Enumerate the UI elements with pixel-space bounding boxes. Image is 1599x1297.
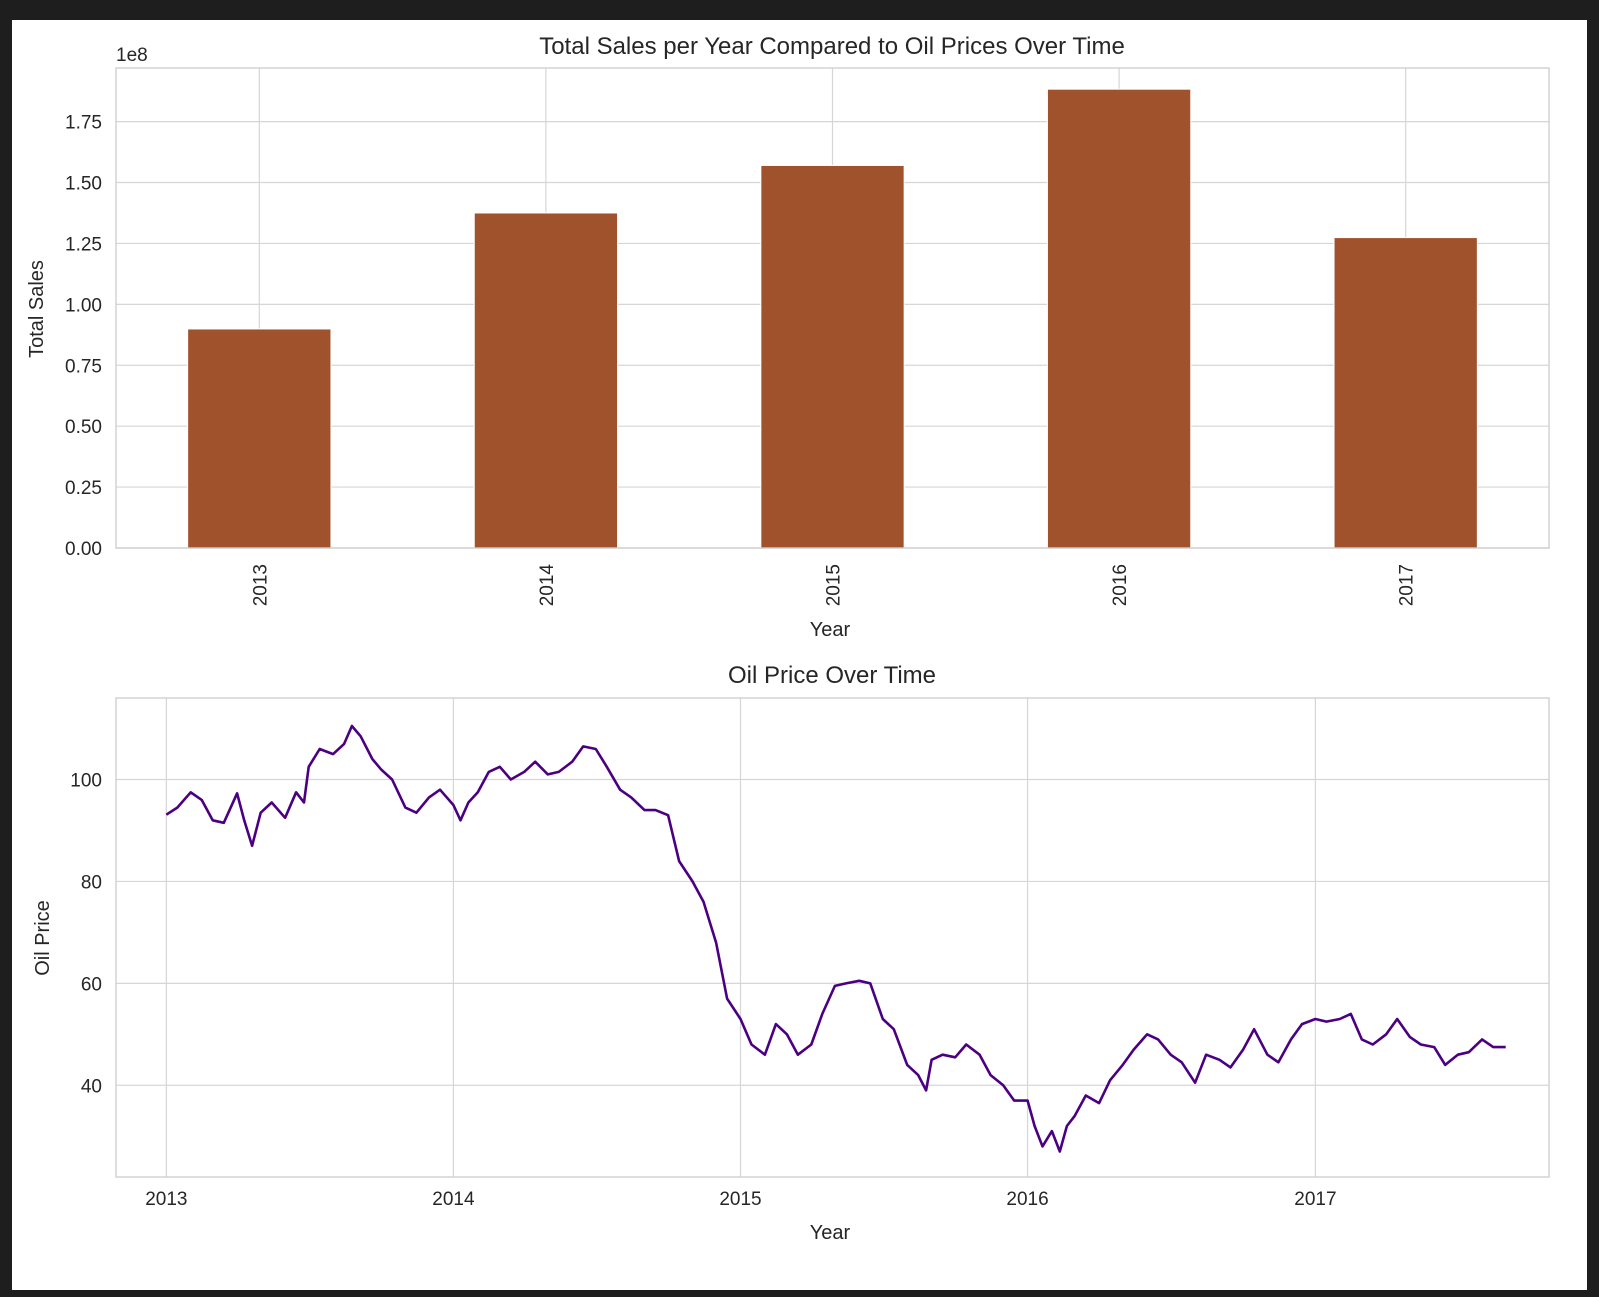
bar-2014 [473,212,619,549]
bar-chart-panel: 0.000.250.500.751.001.251.501.75 2013 201… [26,33,1550,641]
line-y-axis-label: Oil Price [32,900,54,976]
line-x-tick-label: 2015 [719,1189,761,1210]
bar-y-ticks: 0.00 0.25 0.50 0.75 1.00 1.25 1.50 1.75 [65,113,102,560]
bar-x-tick-label: 2017 [1397,564,1418,606]
line-y-tick-label: 80 [81,872,102,893]
bar-x-tick-label: 2015 [824,564,845,606]
line-x-tick-label: 2013 [145,1189,187,1210]
line-y-tick-label: 60 [81,974,102,995]
line-x-tick-label: 2016 [1006,1189,1048,1210]
line-x-tick-label: 2014 [432,1189,475,1210]
line-y-tick-label: 40 [81,1076,102,1097]
bar-2017 [1333,237,1478,549]
line-y-tick-label: 100 [70,771,102,792]
line-axes-frame [115,697,1550,1178]
bar-y-tick-label: 0.50 [65,417,102,438]
bar-y-tick-label: 1.75 [65,113,102,134]
figure: 0.00 0.25 0.50 0.75 1.00 1.25 1.50 1.75 2013 201… [12,20,1587,1290]
bar-y-offset-label: 1e8 [116,45,148,66]
line-grid [116,698,1549,1177]
bar-x-ticks: 2013 2014 2015 2016 2017 [250,564,1417,607]
bar-y-tick-label: 1.25 [65,234,102,255]
bar-y-tick-label: 0.75 [65,356,102,377]
bar-y-tick-label: 0.25 [65,478,102,499]
line-x-ticks: 2013 2014 2015 2016 2017 [145,1189,1336,1210]
line-chart-title: Oil Price Over Time [728,662,936,689]
bar-axes-frame [115,67,1550,549]
oil-price-line [165,724,1506,1153]
chart-canvas: 0.000.250.500.751.001.251.501.75 2013 201… [26,33,1550,1244]
bar-y-axis-label: Total Sales [26,260,48,358]
line-chart-panel: 40 60 80 100 2013 2014 2015 2016 2017 Oil Price… [32,662,1550,1244]
bar-y-tick-label: 1.00 [65,295,102,316]
bar-y-tick-label: 0.00 [65,539,102,560]
bar-2016 [1046,88,1192,549]
line-x-tick-label: 2017 [1294,1189,1336,1210]
bar-y-tick-label: 1.50 [65,174,102,195]
bar-x-axis-label: Year [810,619,851,641]
bar-x-tick-label: 2013 [250,564,271,606]
line-y-ticks: 40 60 80 100 [70,771,102,1098]
bar-2013 [187,328,332,549]
bar-x-tick-label: 2016 [1110,564,1131,606]
bar-chart-title: Total Sales per Year Compared to Oil Pri… [539,33,1125,60]
bar-x-tick-label: 2014 [537,564,558,607]
bar-2015 [760,164,905,549]
bar-series [187,88,1478,549]
line-x-axis-label: Year [810,1222,851,1244]
